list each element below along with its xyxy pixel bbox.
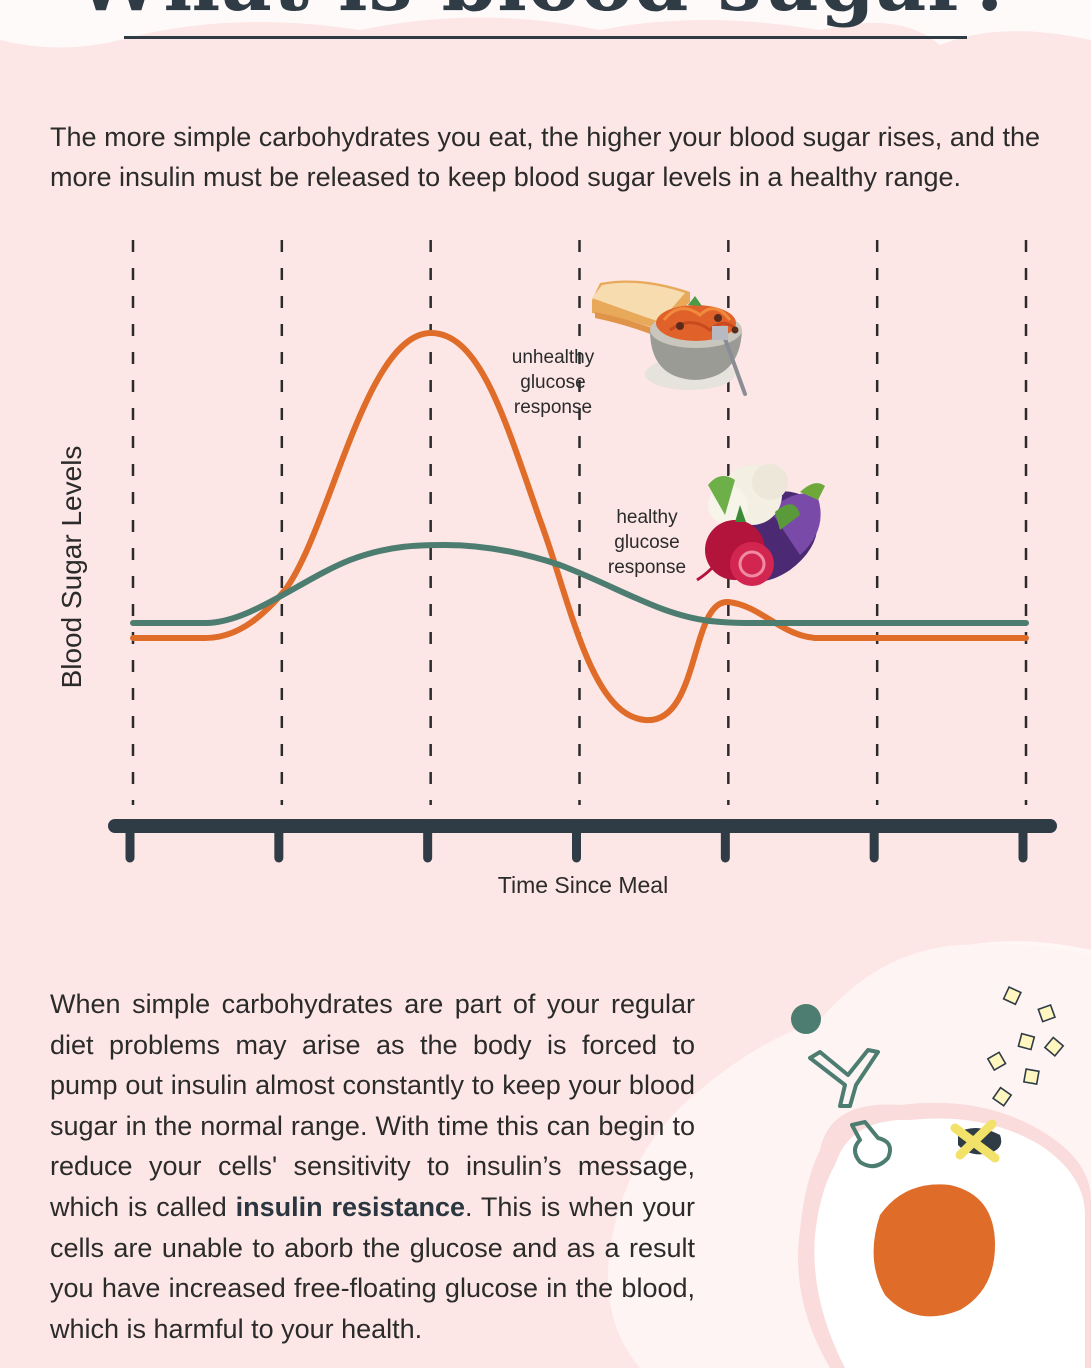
series-label-line: glucose [520, 372, 586, 393]
paragraph-text-end: . This is when your cells are unable to … [50, 1191, 696, 1344]
series-label-healthy: healthy glucose response [608, 507, 686, 578]
x-axis [108, 819, 1057, 863]
series-label-unhealthy: unhealthy glucose response [512, 347, 595, 418]
vegetables-icon [696, 464, 825, 586]
series-label-line: response [514, 397, 592, 418]
insulin-receptor-icon [791, 1004, 892, 1169]
glucose-cubes-icon [986, 985, 1065, 1107]
cell-icon [798, 1102, 1091, 1368]
title-divider [124, 36, 967, 39]
series-label-line: unhealthy [512, 347, 595, 368]
bread-pasta-icon [592, 280, 747, 396]
series-label-line: response [608, 557, 686, 578]
series-label-line: healthy [616, 507, 678, 528]
blocked-glucose-icon [950, 1119, 1002, 1163]
healthy-curve [130, 541, 1029, 626]
series-label-line: glucose [614, 532, 680, 553]
intro-paragraph: The more simple carbohydrates you eat, t… [50, 122, 1040, 192]
paragraph-text-start: When simple carbohydrates are part of yo… [50, 989, 695, 1222]
insulin-resistance-paragraph: When simple carbohydrates are part of yo… [50, 984, 695, 1349]
x-axis-label: Time Since Meal [498, 872, 668, 898]
y-axis-label: Blood Sugar Levels [56, 446, 87, 689]
bold-term-insulin-resistance: insulin resistance [235, 1191, 466, 1222]
unhealthy-curve [130, 329, 1029, 724]
page-title: What is blood sugar? [0, 0, 1091, 29]
